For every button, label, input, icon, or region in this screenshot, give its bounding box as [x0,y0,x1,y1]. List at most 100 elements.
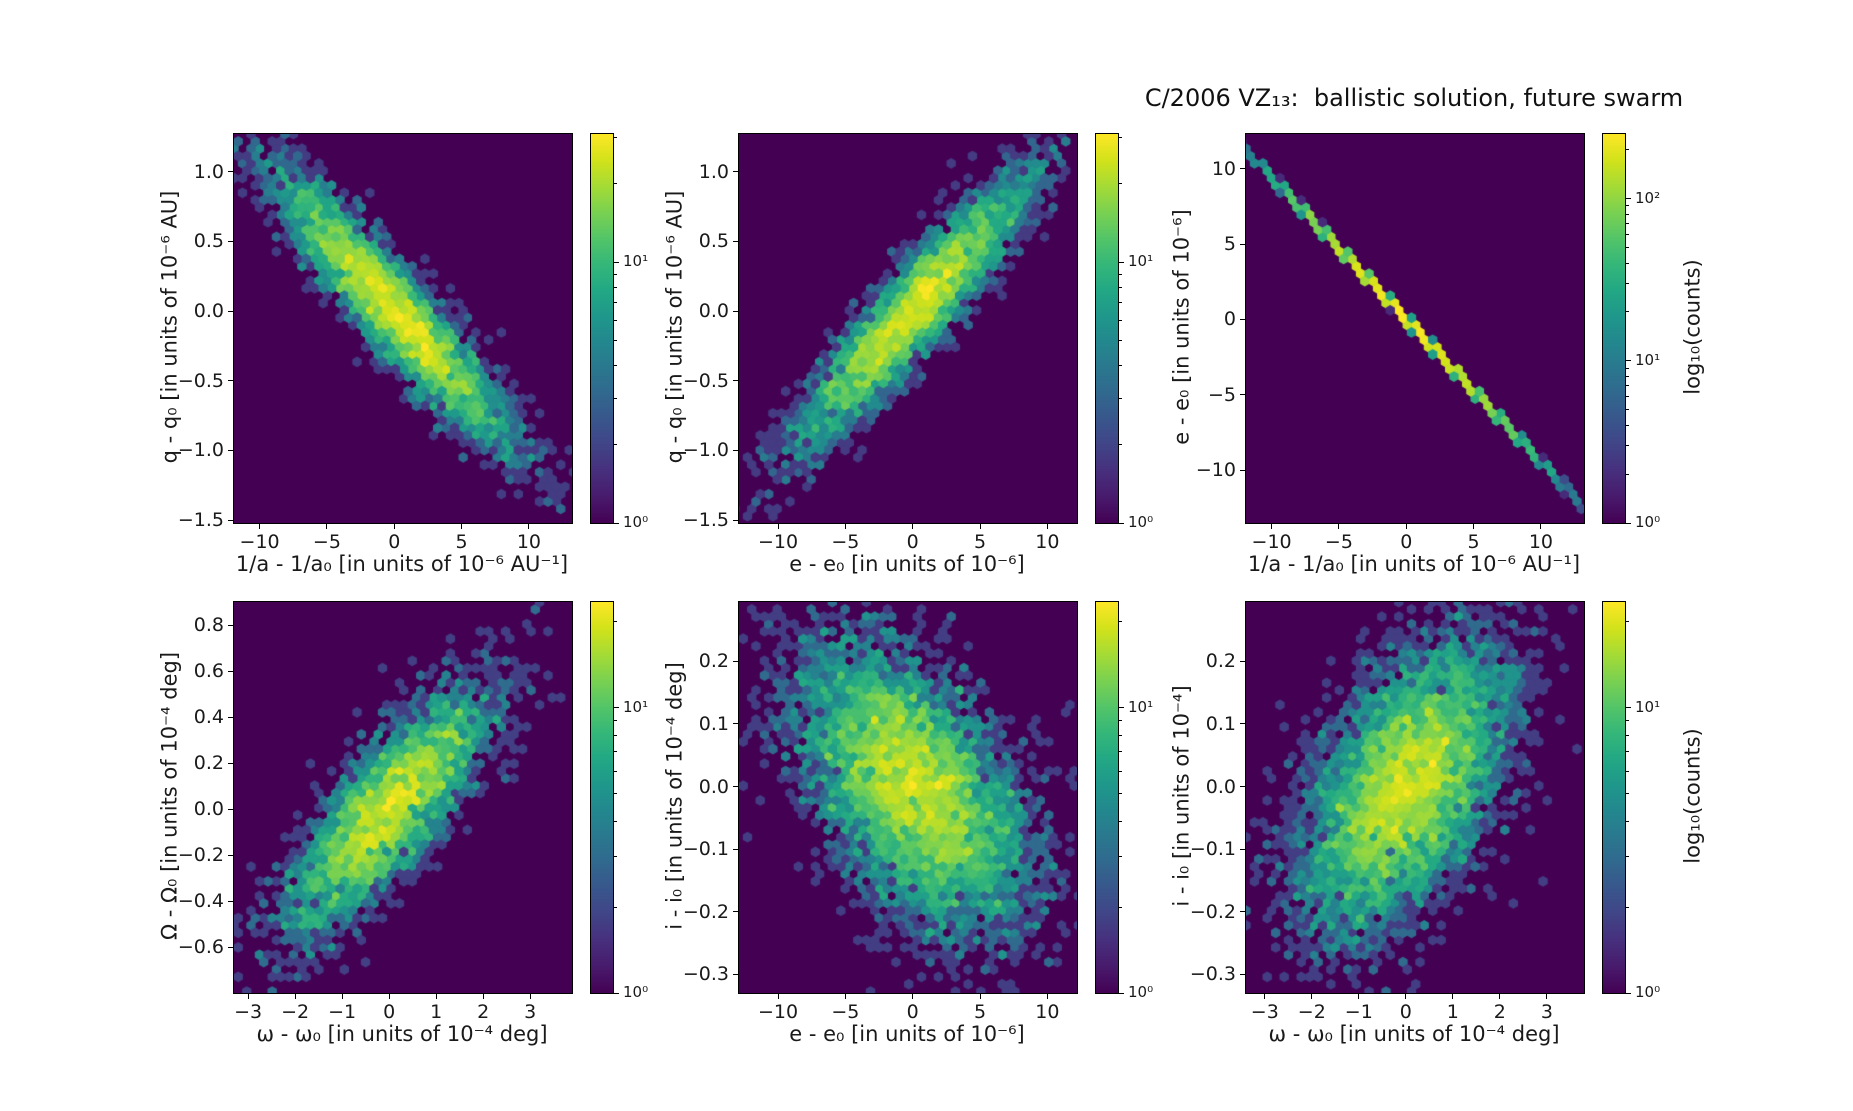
colorbar-tick-mark [1119,770,1122,772]
colorbar-tick-mark [1626,234,1629,236]
colorbar-tick-label: 10⁰ [1128,983,1154,1001]
y-tick-label: 0.4 [193,706,224,728]
hexbin-canvas [234,134,572,523]
x-tick-label: −3 [234,1001,263,1023]
y-tick-mark [1240,394,1245,396]
colorbar-tick-mark [614,443,617,445]
x-tick-label: 5 [1467,531,1480,553]
x-tick-mark [979,994,981,999]
x-tick-label: −5 [312,531,341,553]
colorbar-tick-label: 10² [1635,188,1661,207]
x-tick-mark [1046,524,1048,529]
y-tick-label: 0.1 [1205,712,1236,735]
y-tick-mark [228,310,233,312]
colorbar-tick-mark [1626,522,1631,524]
y-tick-mark [1240,318,1245,320]
y-tick-label: −1.0 [682,439,729,462]
colorbar-tick-mark [1119,751,1122,753]
x-tick-mark [1271,524,1273,529]
x-tick-label: 10 [516,531,541,553]
colorbar-tick-mark [614,720,617,722]
colorbar-tick-mark [1119,856,1122,858]
colorbar-tick-mark [614,856,617,858]
y-tick-mark [228,624,233,626]
colorbar-tick-mark [614,793,617,795]
y-tick-label: −10 [1195,459,1236,482]
y-tick-label: −0.2 [682,900,729,923]
y-tick-label: 0.0 [698,775,729,798]
colorbar-tick-label: 10⁰ [1635,513,1661,531]
y-tick-label: 1.0 [698,160,729,183]
colorbar-tick-mark [1119,183,1122,185]
colorbar-tick-mark [1626,198,1631,200]
y-tick-label: −0.1 [1189,838,1236,861]
colorbar-tick-mark [1626,213,1629,215]
y-tick-label: −0.6 [177,936,224,958]
hexbin-canvas [739,134,1077,523]
colorbar-gradient [1096,602,1118,993]
x-tick-label: 1 [1446,1001,1459,1023]
colorbar-tick-mark [614,183,617,185]
x-tick-mark [1405,994,1407,999]
x-tick-mark [912,524,914,529]
colorbar: 10² 10¹ 10⁰ [1602,133,1660,530]
colorbar-tick-mark [614,770,617,772]
colorbar-tick-label: 10¹ [1128,697,1154,716]
y-tick-mark [733,380,738,382]
y-tick-mark [228,449,233,451]
x-tick-mark [326,524,328,529]
colorbar-gradient [591,134,613,523]
colorbar-tick-mark [1626,856,1629,858]
x-tick-mark [1046,994,1048,999]
hexbin-canvas [234,602,572,993]
colorbar-tick-mark [614,707,619,709]
x-tick-mark [1540,524,1542,529]
colorbar-tick-mark [1626,396,1629,398]
colorbar-tick-mark [1626,820,1629,822]
colorbar-gradient [1603,134,1625,523]
colorbar-tick-mark [1119,992,1124,994]
colorbar-tick-mark [1626,445,1629,447]
colorbar-tick-mark [1626,707,1631,709]
x-axis-label: e - e₀ [in units of 10⁻⁶] [789,1022,1025,1046]
colorbar-tick-mark [1119,137,1122,139]
colorbar-tick-mark [1626,906,1629,908]
y-tick-label: 0.2 [1205,650,1236,673]
hexbin-canvas [1246,602,1584,993]
colorbar-tick-label: 10⁰ [1635,983,1661,1001]
y-tick-mark [228,762,233,764]
colorbar-tick-mark [1119,365,1122,367]
y-tick-label: 0.8 [193,614,224,636]
x-tick-mark [294,994,296,999]
y-tick-mark [228,519,233,521]
y-tick-label: −1.5 [682,509,729,532]
colorbar-tick-label: 10⁰ [1128,513,1154,531]
x-tick-label: 0 [388,531,401,553]
hexbin-plot-q-vs-e: −10 −5 0 5 10 1.0 0.5 0.0 −0.5 −1.0 −1.5 [683,133,1078,552]
x-tick-label: 3 [1540,1001,1553,1023]
x-tick-label: −2 [1297,1001,1326,1023]
y-tick-label: −0.2 [177,844,224,866]
y-tick-mark [733,519,738,521]
colorbar: 10¹ 10⁰ [590,133,648,530]
x-tick-mark [1338,524,1340,529]
y-tick-mark [228,854,233,856]
colorbar-tick-label: 10⁰ [623,983,649,1001]
x-tick-label: 0 [906,531,919,553]
colorbar-tick-mark [1626,424,1629,426]
hexbin-canvas [1246,134,1584,523]
x-tick-mark [777,524,779,529]
x-tick-label: −5 [1324,531,1353,553]
y-tick-mark [733,240,738,242]
colorbar-tick-label: 10¹ [623,697,649,716]
y-tick-label: 0.2 [698,650,729,673]
hexbin-plot-Omega-vs-omega: −3 −2 −1 0 1 2 3 0.8 0.6 0.4 0.2 0.0 −0.2 −0.4 −0.6 [178,601,573,1022]
colorbar-tick-mark [614,398,617,400]
colorbar-gradient [591,602,613,993]
x-tick-label: 10 [1528,531,1553,553]
colorbar-tick-mark [1119,734,1122,736]
x-tick-label: −1 [1344,1001,1373,1023]
y-tick-mark [1240,723,1245,725]
y-tick-mark [1240,911,1245,913]
y-tick-label: −0.1 [682,838,729,861]
